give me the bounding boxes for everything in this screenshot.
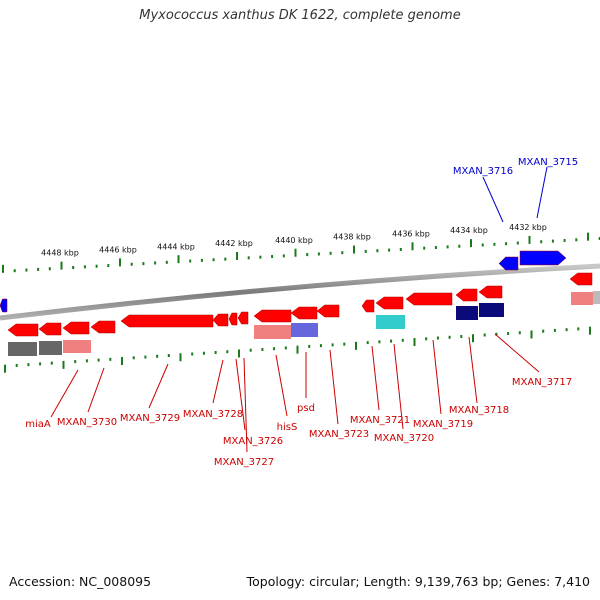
- feature-box: [479, 303, 504, 317]
- forward-gene-arrow: [498, 256, 519, 271]
- reverse-gene-arrow: [228, 312, 238, 326]
- scale-label: 4446 kbp: [99, 246, 137, 255]
- scale-label: 4436 kbp: [392, 229, 430, 238]
- scale-labels: 4448 kbp 4446 kbp 4444 kbp 4442 kbp 4440 kbp…: [41, 223, 547, 258]
- gene-label[interactable]: MXAN_3716: [453, 166, 513, 177]
- gene-label[interactable]: MXAN_3715: [518, 157, 578, 168]
- scale-label: 4444 kbp: [157, 242, 195, 251]
- reverse-gene-arrow: [405, 292, 453, 306]
- forward-scale-track: [2, 232, 600, 273]
- scale-label: 4438 kbp: [333, 233, 371, 242]
- feature-box: [376, 315, 405, 329]
- leader-line: [212, 359, 224, 404]
- leader-line: [275, 354, 288, 417]
- reverse-gene-arrow: [316, 304, 340, 318]
- gene-label[interactable]: MXAN_3726: [223, 436, 283, 447]
- gene-label[interactable]: MXAN_3719: [413, 419, 473, 430]
- leader-line: [235, 358, 246, 431]
- gene-label[interactable]: psd: [297, 403, 315, 414]
- reverse-gene-arrow: [361, 299, 375, 313]
- leader-line: [432, 339, 442, 415]
- leader-line: [536, 166, 548, 219]
- gene-label[interactable]: miaA: [25, 419, 51, 430]
- feature-box: [456, 306, 478, 320]
- scale-label: 4448 kbp: [41, 249, 79, 258]
- reverse-gene-arrow: [237, 311, 249, 325]
- reverse-scale-track: [4, 326, 591, 373]
- reverse-gene-arrow: [290, 306, 318, 320]
- gene-label[interactable]: MXAN_3718: [449, 405, 509, 416]
- feature-box: [8, 342, 37, 356]
- leader-line: [148, 363, 169, 409]
- leader-line: [329, 349, 339, 425]
- reverse-gene-arrow: [212, 313, 229, 327]
- feature-box: [254, 325, 291, 339]
- scale-label: 4440 kbp: [275, 236, 313, 245]
- reverse-gene-arrow: [375, 296, 404, 310]
- gene-label[interactable]: MXAN_3727: [214, 457, 274, 468]
- gene-label[interactable]: MXAN_3721: [350, 415, 410, 426]
- reverse-gene-arrow: [120, 314, 214, 328]
- accession-text: Accession: NC_008095: [9, 574, 152, 589]
- gene-label[interactable]: hisS: [277, 422, 298, 433]
- map-title: Myxococcus xanthus DK 1622, complete gen…: [139, 8, 461, 23]
- leader-line: [468, 336, 478, 404]
- feature-box: [291, 323, 318, 337]
- gene-label[interactable]: MXAN_3728: [183, 409, 243, 420]
- genome-backbone: [0, 263, 600, 321]
- reverse-gene-arrow: [38, 322, 62, 336]
- gene-labels: miaA MXAN_3730 MXAN_3729 MXAN_3728 MXAN_3726…: [25, 157, 578, 468]
- label-leader-lines: [50, 166, 548, 453]
- leader-line: [482, 176, 504, 223]
- leader-line: [87, 367, 105, 413]
- gene-label[interactable]: MXAN_3729: [120, 413, 180, 424]
- gene-label[interactable]: MXAN_3730: [57, 417, 117, 428]
- leader-line: [494, 333, 540, 373]
- feature-box: [39, 341, 62, 355]
- leader-line: [371, 345, 380, 411]
- reverse-gene-arrow: [90, 320, 116, 334]
- reverse-gene-arrow: [478, 285, 503, 299]
- reverse-gene-arrow: [62, 321, 90, 335]
- reverse-gene-arrow: [7, 323, 39, 337]
- leader-line: [243, 357, 248, 453]
- gene-features: [0, 250, 600, 356]
- genome-summary-text: Topology: circular; Length: 9,139,763 bp…: [246, 574, 590, 589]
- gene-label[interactable]: MXAN_3723: [309, 429, 369, 440]
- forward-gene-arrow: [519, 250, 567, 266]
- scale-label: 4432 kbp: [509, 223, 547, 232]
- scale-label: 4434 kbp: [450, 226, 488, 235]
- reverse-gene-arrow: [455, 288, 478, 302]
- gene-label[interactable]: MXAN_3720: [374, 433, 434, 444]
- forward-gene-arrow: [0, 298, 8, 313]
- reverse-gene-arrow: [253, 309, 292, 323]
- leader-line: [393, 343, 404, 430]
- feature-box: [571, 292, 593, 305]
- gene-label[interactable]: MXAN_3717: [512, 377, 572, 388]
- feature-box: [593, 291, 600, 304]
- leader-line: [50, 369, 79, 418]
- reverse-gene-arrow: [569, 272, 593, 286]
- feature-box: [63, 340, 91, 353]
- scale-label: 4442 kbp: [215, 239, 253, 248]
